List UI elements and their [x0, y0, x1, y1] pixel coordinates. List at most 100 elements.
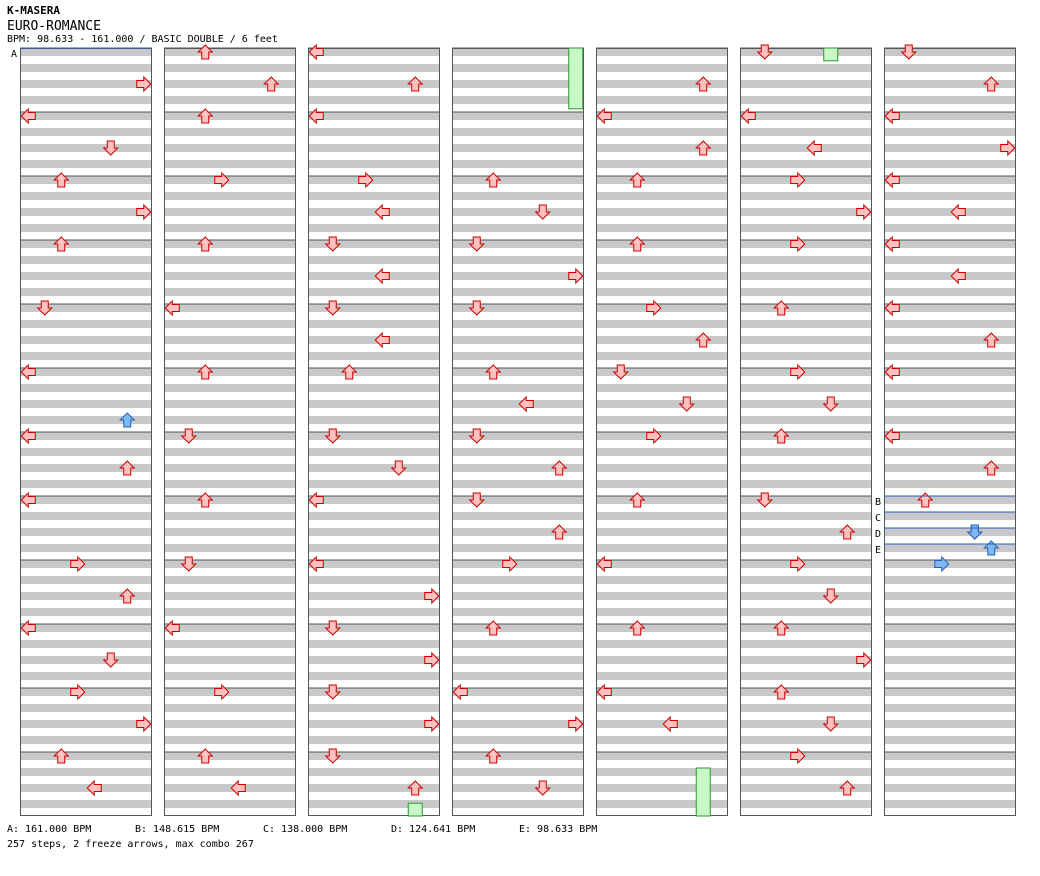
beat-stripe	[308, 384, 440, 392]
beat-stripe	[452, 448, 584, 456]
beat-stripe	[20, 736, 152, 744]
beat-stripe	[308, 768, 440, 776]
beat-stripe	[596, 704, 728, 712]
beat-stripe	[884, 688, 1016, 696]
beat-stripe	[740, 400, 872, 408]
beat-stripe	[452, 192, 584, 200]
step-arrow	[341, 364, 358, 380]
beat-stripe	[164, 352, 296, 360]
beat-stripe	[452, 624, 584, 632]
step-arrow	[308, 107, 324, 125]
step-arrow	[424, 715, 440, 733]
beat-stripe	[596, 768, 728, 776]
beat-stripe	[20, 464, 152, 472]
step-arrow	[856, 203, 872, 221]
step-arrow	[468, 300, 485, 316]
beat-stripe	[164, 720, 296, 728]
beat-stripe	[164, 544, 296, 552]
beat-stripe	[884, 192, 1016, 200]
beat-stripe	[20, 320, 152, 328]
beat-stripe	[452, 544, 584, 552]
step-arrow	[424, 587, 440, 605]
beat-stripe	[164, 144, 296, 152]
beat-stripe	[884, 768, 1016, 776]
step-arrow	[70, 683, 86, 701]
step-arrow	[983, 332, 1000, 348]
beat-stripe	[740, 512, 872, 520]
beat-stripe	[164, 256, 296, 264]
beat-stripe	[884, 560, 1016, 568]
beat-stripe	[884, 288, 1016, 296]
beat-stripe	[596, 160, 728, 168]
beat-stripe	[452, 672, 584, 680]
freeze-arrow-body	[568, 47, 584, 110]
beat-stripe	[884, 704, 1016, 712]
beat-stripe	[596, 256, 728, 264]
beat-stripe	[452, 512, 584, 520]
step-arrow	[534, 780, 551, 796]
step-arrow	[485, 748, 502, 764]
step-arrow	[568, 267, 584, 285]
beat-stripe	[452, 592, 584, 600]
beat-stripe	[740, 560, 872, 568]
beat-stripe	[740, 288, 872, 296]
beat-stripe	[884, 384, 1016, 392]
beat-stripe	[884, 96, 1016, 104]
beat-stripe	[308, 192, 440, 200]
beat-stripe	[308, 256, 440, 264]
step-arrow	[214, 171, 230, 189]
step-arrow	[119, 460, 136, 476]
step-arrow	[20, 491, 36, 509]
freeze-arrow-body	[695, 767, 711, 817]
beat-stripe	[20, 224, 152, 232]
beat-stripe	[20, 112, 152, 120]
beat-stripe	[740, 224, 872, 232]
beat-stripe	[20, 208, 152, 216]
beat-stripe	[164, 208, 296, 216]
step-arrow	[230, 779, 246, 797]
beat-stripe	[884, 528, 1016, 536]
beat-stripe	[452, 48, 584, 56]
column-border	[596, 48, 728, 816]
step-arrow	[839, 780, 856, 796]
beat-stripe	[452, 224, 584, 232]
beat-stripe	[308, 128, 440, 136]
beat-stripe	[596, 96, 728, 104]
step-arrow	[790, 363, 806, 381]
beat-stripe	[20, 96, 152, 104]
step-arrow	[324, 684, 341, 700]
step-arrow	[424, 651, 440, 669]
beat-stripe	[596, 592, 728, 600]
bpm-legend-b: B: 148.615 BPM	[135, 824, 220, 835]
beat-stripe	[740, 448, 872, 456]
beat-stripe	[740, 64, 872, 72]
beat-stripe	[740, 432, 872, 440]
beat-stripe	[20, 768, 152, 776]
beat-stripe	[596, 544, 728, 552]
step-arrow	[695, 332, 712, 348]
beat-stripe	[740, 672, 872, 680]
step-arrow	[790, 555, 806, 573]
step-arrow	[950, 203, 966, 221]
beat-stripe	[308, 272, 440, 280]
beat-stripe	[596, 400, 728, 408]
beat-stripe	[20, 336, 152, 344]
beat-stripe	[452, 112, 584, 120]
step-arrow	[468, 428, 485, 444]
beat-stripe	[740, 96, 872, 104]
step-arrow	[629, 172, 646, 188]
beat-stripe	[740, 384, 872, 392]
bpm-change-label: B	[875, 497, 881, 508]
beat-stripe	[308, 624, 440, 632]
beat-stripe	[884, 624, 1016, 632]
artist-name: K-MASERA	[7, 4, 60, 17]
beat-stripe	[308, 464, 440, 472]
beat-stripe	[164, 592, 296, 600]
beat-stripe	[452, 704, 584, 712]
step-arrow	[86, 779, 102, 797]
beat-stripe	[884, 752, 1016, 760]
beat-stripe	[596, 640, 728, 648]
beat-stripe	[308, 320, 440, 328]
step-arrow	[308, 43, 324, 61]
